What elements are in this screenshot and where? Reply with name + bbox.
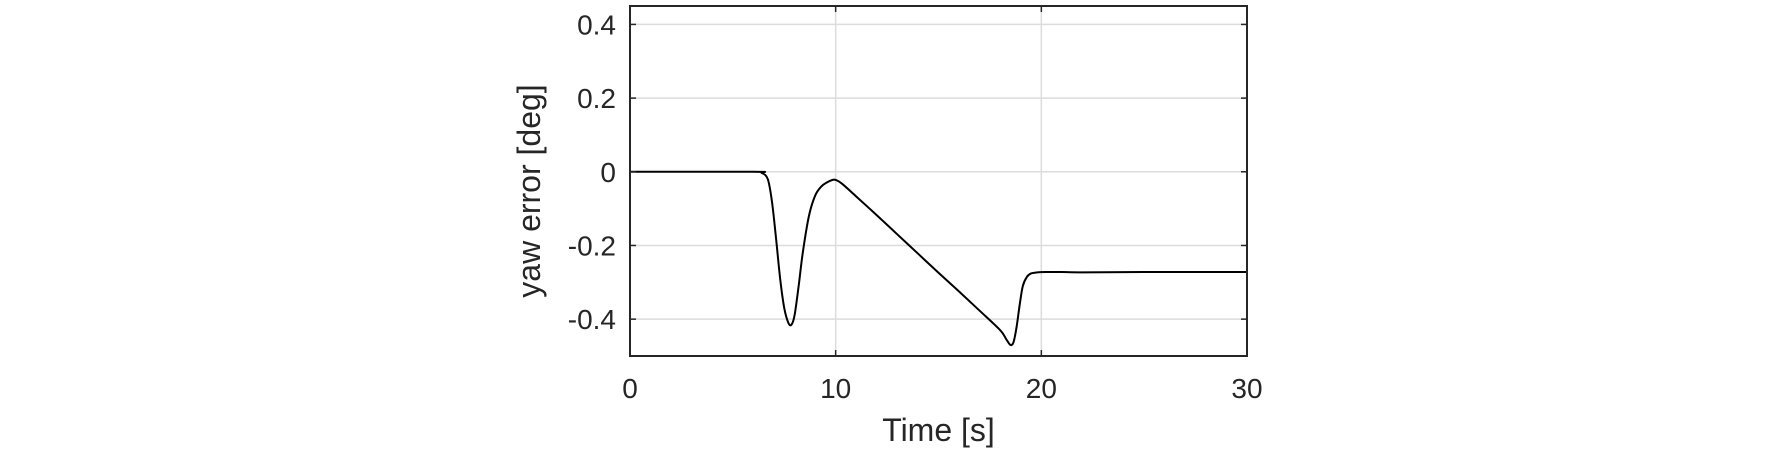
y-axis-label: yaw error [deg] — [511, 84, 547, 297]
series-line — [629, 170, 1248, 347]
y-tick-label: 0 — [600, 157, 616, 188]
grid — [630, 6, 1247, 356]
y-tick-label: 0.2 — [577, 83, 616, 114]
y-tick-label: -0.2 — [568, 230, 616, 261]
x-tick-label: 0 — [622, 373, 638, 404]
series-layer — [629, 170, 1248, 347]
y-tick-label: -0.4 — [568, 304, 616, 335]
x-tick-label: 20 — [1026, 373, 1057, 404]
plot-area-frame — [629, 5, 1248, 357]
tick-labels: 0 10 20 30 -0.4 -0.2 0 0.2 0.4 — [568, 6, 1263, 404]
x-tick-label: 30 — [1231, 373, 1262, 404]
x-tick-label: 10 — [820, 373, 851, 404]
y-tick-label: 0.4 — [577, 9, 616, 40]
x-axis-label: Time [s] — [882, 412, 995, 448]
